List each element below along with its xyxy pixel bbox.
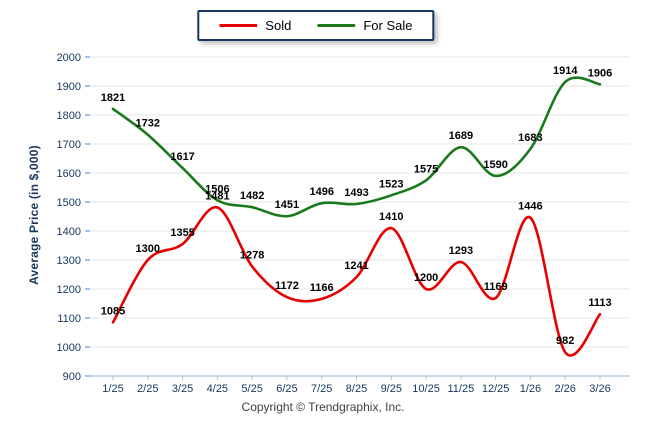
svg-text:1700: 1700 <box>57 139 81 151</box>
y-axis-title: Average Price (in $,000) <box>27 145 41 285</box>
svg-text:1617: 1617 <box>170 151 194 163</box>
svg-text:1493: 1493 <box>344 187 368 199</box>
svg-text:1683: 1683 <box>518 132 542 144</box>
svg-text:1446: 1446 <box>518 201 542 213</box>
svg-text:1200: 1200 <box>414 272 438 284</box>
svg-text:1482: 1482 <box>240 190 264 202</box>
for-sale-line-swatch-icon <box>317 24 356 27</box>
svg-text:1506: 1506 <box>205 183 229 195</box>
svg-text:12/25: 12/25 <box>482 383 510 395</box>
svg-text:1575: 1575 <box>414 163 438 175</box>
svg-text:1689: 1689 <box>449 130 473 142</box>
svg-text:1241: 1241 <box>344 260 368 272</box>
svg-text:1732: 1732 <box>136 118 160 130</box>
svg-text:1590: 1590 <box>483 159 507 171</box>
svg-text:1113: 1113 <box>588 297 611 309</box>
svg-text:6/25: 6/25 <box>276 383 297 395</box>
legend-label-sold: Sold <box>265 18 292 33</box>
svg-text:1500: 1500 <box>57 197 81 209</box>
svg-text:1100: 1100 <box>57 313 81 325</box>
svg-text:1451: 1451 <box>275 199 299 211</box>
sold-line-swatch-icon <box>219 24 258 27</box>
svg-text:982: 982 <box>556 335 574 347</box>
svg-text:1000: 1000 <box>57 342 81 354</box>
svg-text:10/25: 10/25 <box>412 383 440 395</box>
chart-legend: Sold For Sale <box>197 10 435 41</box>
svg-text:8/25: 8/25 <box>346 383 367 395</box>
svg-text:1496: 1496 <box>309 186 333 198</box>
svg-text:1293: 1293 <box>449 245 473 257</box>
svg-text:2000: 2000 <box>57 52 81 64</box>
svg-text:1800: 1800 <box>57 110 81 122</box>
svg-text:9/25: 9/25 <box>381 383 402 395</box>
svg-text:1900: 1900 <box>57 81 81 93</box>
copyright-text: Copyright © Trendgraphix, Inc. <box>241 400 405 414</box>
svg-text:1085: 1085 <box>101 305 125 317</box>
svg-text:2/26: 2/26 <box>555 383 576 395</box>
svg-text:1172: 1172 <box>275 280 299 292</box>
legend-item-sold: Sold <box>219 18 291 33</box>
svg-text:7/25: 7/25 <box>311 383 332 395</box>
svg-text:1/25: 1/25 <box>102 383 123 395</box>
legend-item-for-sale: For Sale <box>317 18 412 33</box>
svg-text:1300: 1300 <box>136 243 160 255</box>
svg-text:1600: 1600 <box>57 168 81 180</box>
svg-text:900: 900 <box>63 371 81 383</box>
svg-text:1169: 1169 <box>484 281 508 293</box>
svg-text:1523: 1523 <box>379 178 403 190</box>
svg-text:1278: 1278 <box>240 249 264 261</box>
svg-text:1355: 1355 <box>170 227 194 239</box>
svg-text:2/25: 2/25 <box>137 383 158 395</box>
svg-text:3/25: 3/25 <box>172 383 193 395</box>
svg-text:1821: 1821 <box>101 92 125 104</box>
svg-text:1481: 1481 <box>205 191 229 203</box>
svg-text:1/26: 1/26 <box>520 383 541 395</box>
legend-label-for-sale: For Sale <box>363 18 413 33</box>
svg-text:1410: 1410 <box>379 211 403 223</box>
svg-text:1400: 1400 <box>57 226 81 238</box>
svg-text:1200: 1200 <box>57 284 81 296</box>
svg-text:11/25: 11/25 <box>447 383 474 395</box>
svg-text:1166: 1166 <box>310 282 334 294</box>
svg-text:5/25: 5/25 <box>241 383 262 395</box>
svg-text:1914: 1914 <box>553 65 578 77</box>
svg-text:3/26: 3/26 <box>589 383 610 395</box>
svg-text:1300: 1300 <box>57 255 81 267</box>
svg-text:4/25: 4/25 <box>207 383 228 395</box>
svg-text:1906: 1906 <box>588 67 612 79</box>
